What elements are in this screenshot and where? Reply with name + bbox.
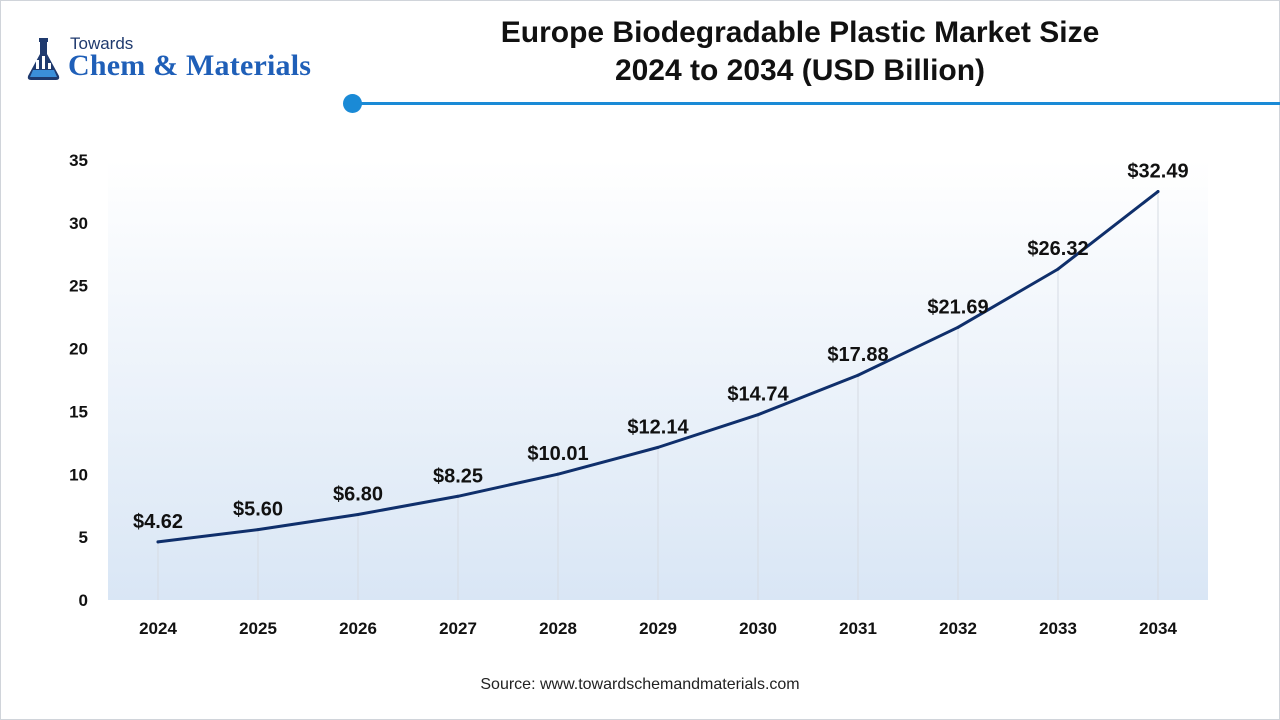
x-tick-label: 2031	[839, 619, 877, 638]
data-point-2029	[656, 445, 660, 449]
data-point-2032	[956, 325, 960, 329]
data-label: $17.88	[827, 344, 888, 366]
y-tick-label: 25	[69, 277, 88, 296]
x-tick-label: 2029	[639, 619, 677, 638]
data-label: $12.14	[627, 416, 689, 438]
y-tick-label: 20	[69, 340, 88, 359]
data-point-2026	[356, 513, 360, 517]
x-tick-label: 2030	[739, 619, 777, 638]
brand-logo: Towards Chem & Materials	[22, 34, 342, 86]
logo-main-text: Chem & Materials	[68, 49, 312, 82]
accent-divider-line	[352, 102, 1280, 105]
data-label: $32.49	[1127, 161, 1188, 183]
x-tick-label: 2032	[939, 619, 977, 638]
y-tick-label: 15	[69, 402, 88, 421]
data-point-2031	[856, 373, 860, 377]
data-label: $10.01	[527, 443, 588, 465]
x-tick-label: 2034	[1139, 619, 1177, 638]
data-label: $14.74	[727, 384, 789, 406]
chart-title: Europe Biodegradable Plastic Market Size…	[360, 14, 1240, 90]
data-point-2033	[1056, 267, 1060, 271]
data-label: $5.60	[233, 499, 283, 521]
data-label: $6.80	[333, 484, 383, 506]
source-note: Source: www.towardschemandmaterials.com	[480, 676, 800, 693]
chart-title-line-1: Europe Biodegradable Plastic Market Size	[500, 16, 1100, 49]
data-point-2025	[256, 528, 260, 532]
chart-title-line-2: 2024 to 2034 (USD Billion)	[614, 54, 986, 87]
flask-logo-icon	[27, 38, 60, 80]
data-point-2028	[556, 472, 560, 476]
data-point-2034	[1156, 190, 1160, 194]
y-tick-label: 35	[69, 151, 88, 170]
logo-top-text: Towards	[70, 34, 134, 53]
x-tick-label: 2027	[439, 619, 477, 638]
accent-divider-dot	[343, 94, 362, 113]
x-tick-label: 2024	[139, 619, 177, 638]
data-point-2030	[756, 413, 760, 417]
y-tick-label: 5	[79, 528, 88, 547]
data-label: $8.25	[433, 465, 483, 487]
x-tick-label: 2026	[339, 619, 377, 638]
data-point-2027	[456, 494, 460, 498]
x-tick-label: 2025	[239, 619, 277, 638]
y-tick-label: 0	[79, 591, 88, 610]
y-tick-label: 10	[69, 465, 88, 484]
data-point-2024	[156, 540, 160, 544]
data-label: $4.62	[133, 511, 183, 533]
data-label: $21.69	[927, 296, 988, 318]
y-tick-label: 30	[69, 214, 88, 233]
x-tick-label: 2028	[539, 619, 577, 638]
data-label: $26.32	[1027, 238, 1088, 260]
x-tick-label: 2033	[1039, 619, 1077, 638]
